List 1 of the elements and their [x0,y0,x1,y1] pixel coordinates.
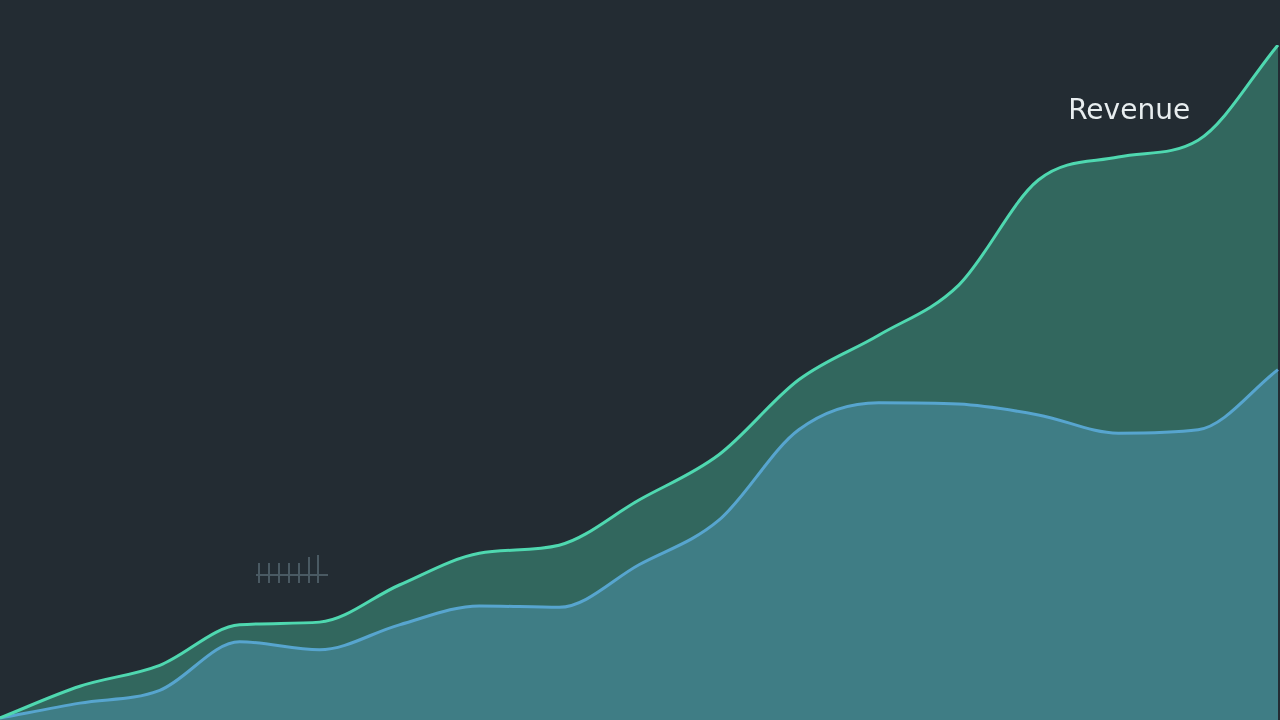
series-label: Revenue [1068,93,1191,127]
